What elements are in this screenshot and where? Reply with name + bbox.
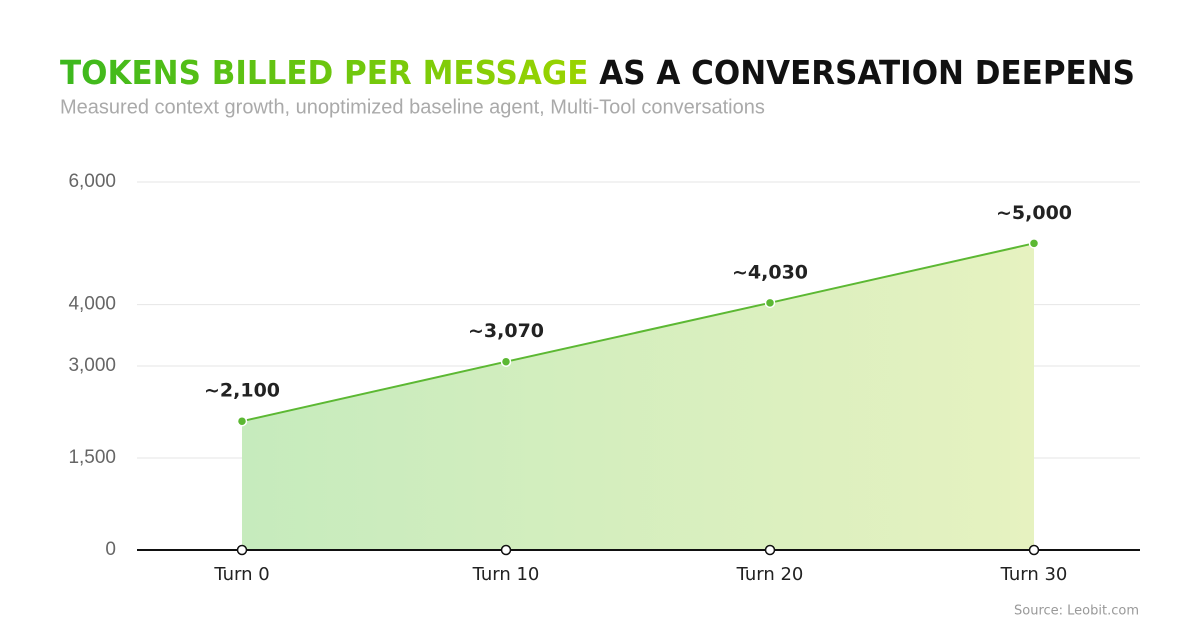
point — [236, 415, 248, 427]
area — [242, 243, 1034, 551]
value-label: ~2,100 — [204, 380, 280, 402]
chart-title: TOKENS BILLED PER MESSAGE AS A CONVERSAT… — [60, 53, 1135, 92]
axis-marker — [236, 544, 248, 556]
value-label: ~3,070 — [468, 320, 544, 342]
source: Source: Leobit.com — [1014, 604, 1139, 619]
subtitle: Measured context growth, unoptimized bas… — [60, 96, 765, 118]
value-label: ~5,000 — [996, 202, 1072, 224]
point — [500, 356, 512, 367]
line — [241, 242, 1035, 423]
y-tick-label: 3,000 — [68, 355, 116, 376]
axis-marker — [764, 544, 776, 556]
axis-marker — [500, 544, 512, 556]
value-label: ~4,030 — [732, 261, 808, 283]
point — [764, 297, 776, 309]
y-tick-label: 6,000 — [68, 171, 116, 192]
point — [1028, 238, 1040, 249]
axis-marker — [1028, 544, 1040, 556]
y-tick-label: 4,000 — [68, 294, 116, 315]
x-tick-label: Turn 10 — [472, 564, 540, 585]
y-tick-label: 1,500 — [68, 447, 116, 468]
x-tick-label: Turn 30 — [1000, 564, 1068, 585]
y-tick-label: 0 — [105, 539, 116, 560]
x-tick-label: Turn 20 — [736, 564, 804, 585]
x-tick-label: Turn 0 — [213, 564, 269, 585]
title-rest: AS A CONVERSATION DEEPENS — [599, 53, 1135, 92]
title-highlight: TOKENS BILLED PER MESSAGE — [60, 53, 588, 92]
